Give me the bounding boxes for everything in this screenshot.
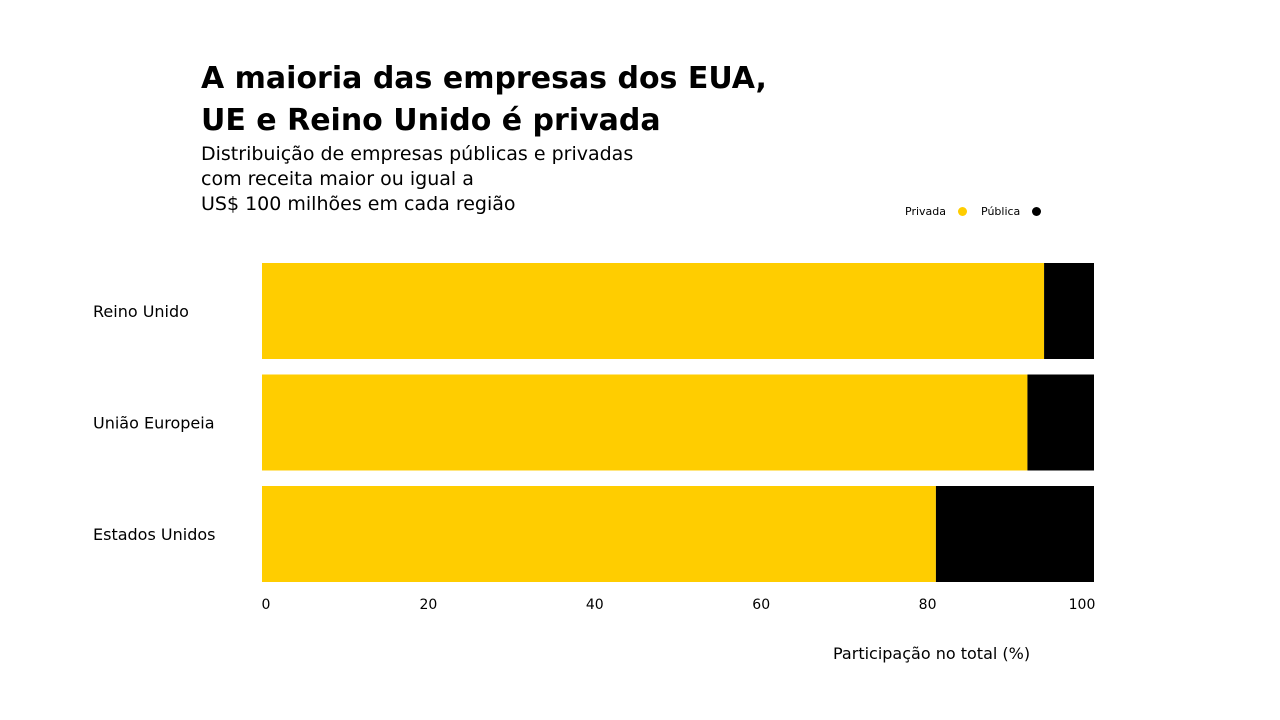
x-tick-label: 0	[262, 597, 271, 613]
bar-privada-0	[262, 263, 1045, 359]
y-tick-label: Estados Unidos	[93, 525, 215, 544]
bar-privada-1	[262, 374, 1028, 471]
x-tick-label: 80	[919, 597, 937, 613]
title-line-1: A maioria das empresas dos EUA,	[201, 61, 767, 96]
chart-subtitle: Distribuição de empresas públicas e priv…	[201, 142, 633, 217]
y-tick-label: Reino Unido	[93, 302, 189, 321]
bar-publica-0	[1044, 263, 1094, 359]
x-tick-label: 60	[752, 597, 770, 613]
title-line-2: UE e Reino Unido é privada	[201, 103, 661, 138]
legend-label-publica: Pública	[981, 205, 1021, 218]
bar-publica-2	[935, 486, 1094, 582]
y-tick-label: União Europeia	[93, 414, 215, 433]
legend: Privada Pública	[905, 205, 1055, 218]
subtitle-line-1: Distribuição de empresas públicas e priv…	[201, 143, 634, 165]
bar-publica-1	[1027, 374, 1094, 471]
subtitle-line-2: com receita maior ou igual a	[201, 168, 474, 190]
legend-dot-privada	[958, 207, 967, 216]
subtitle-line-3: US$ 100 milhões em cada região	[201, 193, 516, 215]
x-tick-label: 20	[419, 597, 437, 613]
legend-label-privada: Privada	[905, 205, 946, 218]
x-tick-label: 40	[586, 597, 604, 613]
x-tick-label: 100	[1069, 597, 1096, 613]
legend-dot-publica	[1032, 207, 1042, 216]
chart-title: A maioria das empresas dos EUA, UE e Rei…	[201, 58, 767, 142]
x-axis-label: Participação no total (%)	[833, 644, 1031, 663]
bar-privada-2	[262, 486, 936, 582]
